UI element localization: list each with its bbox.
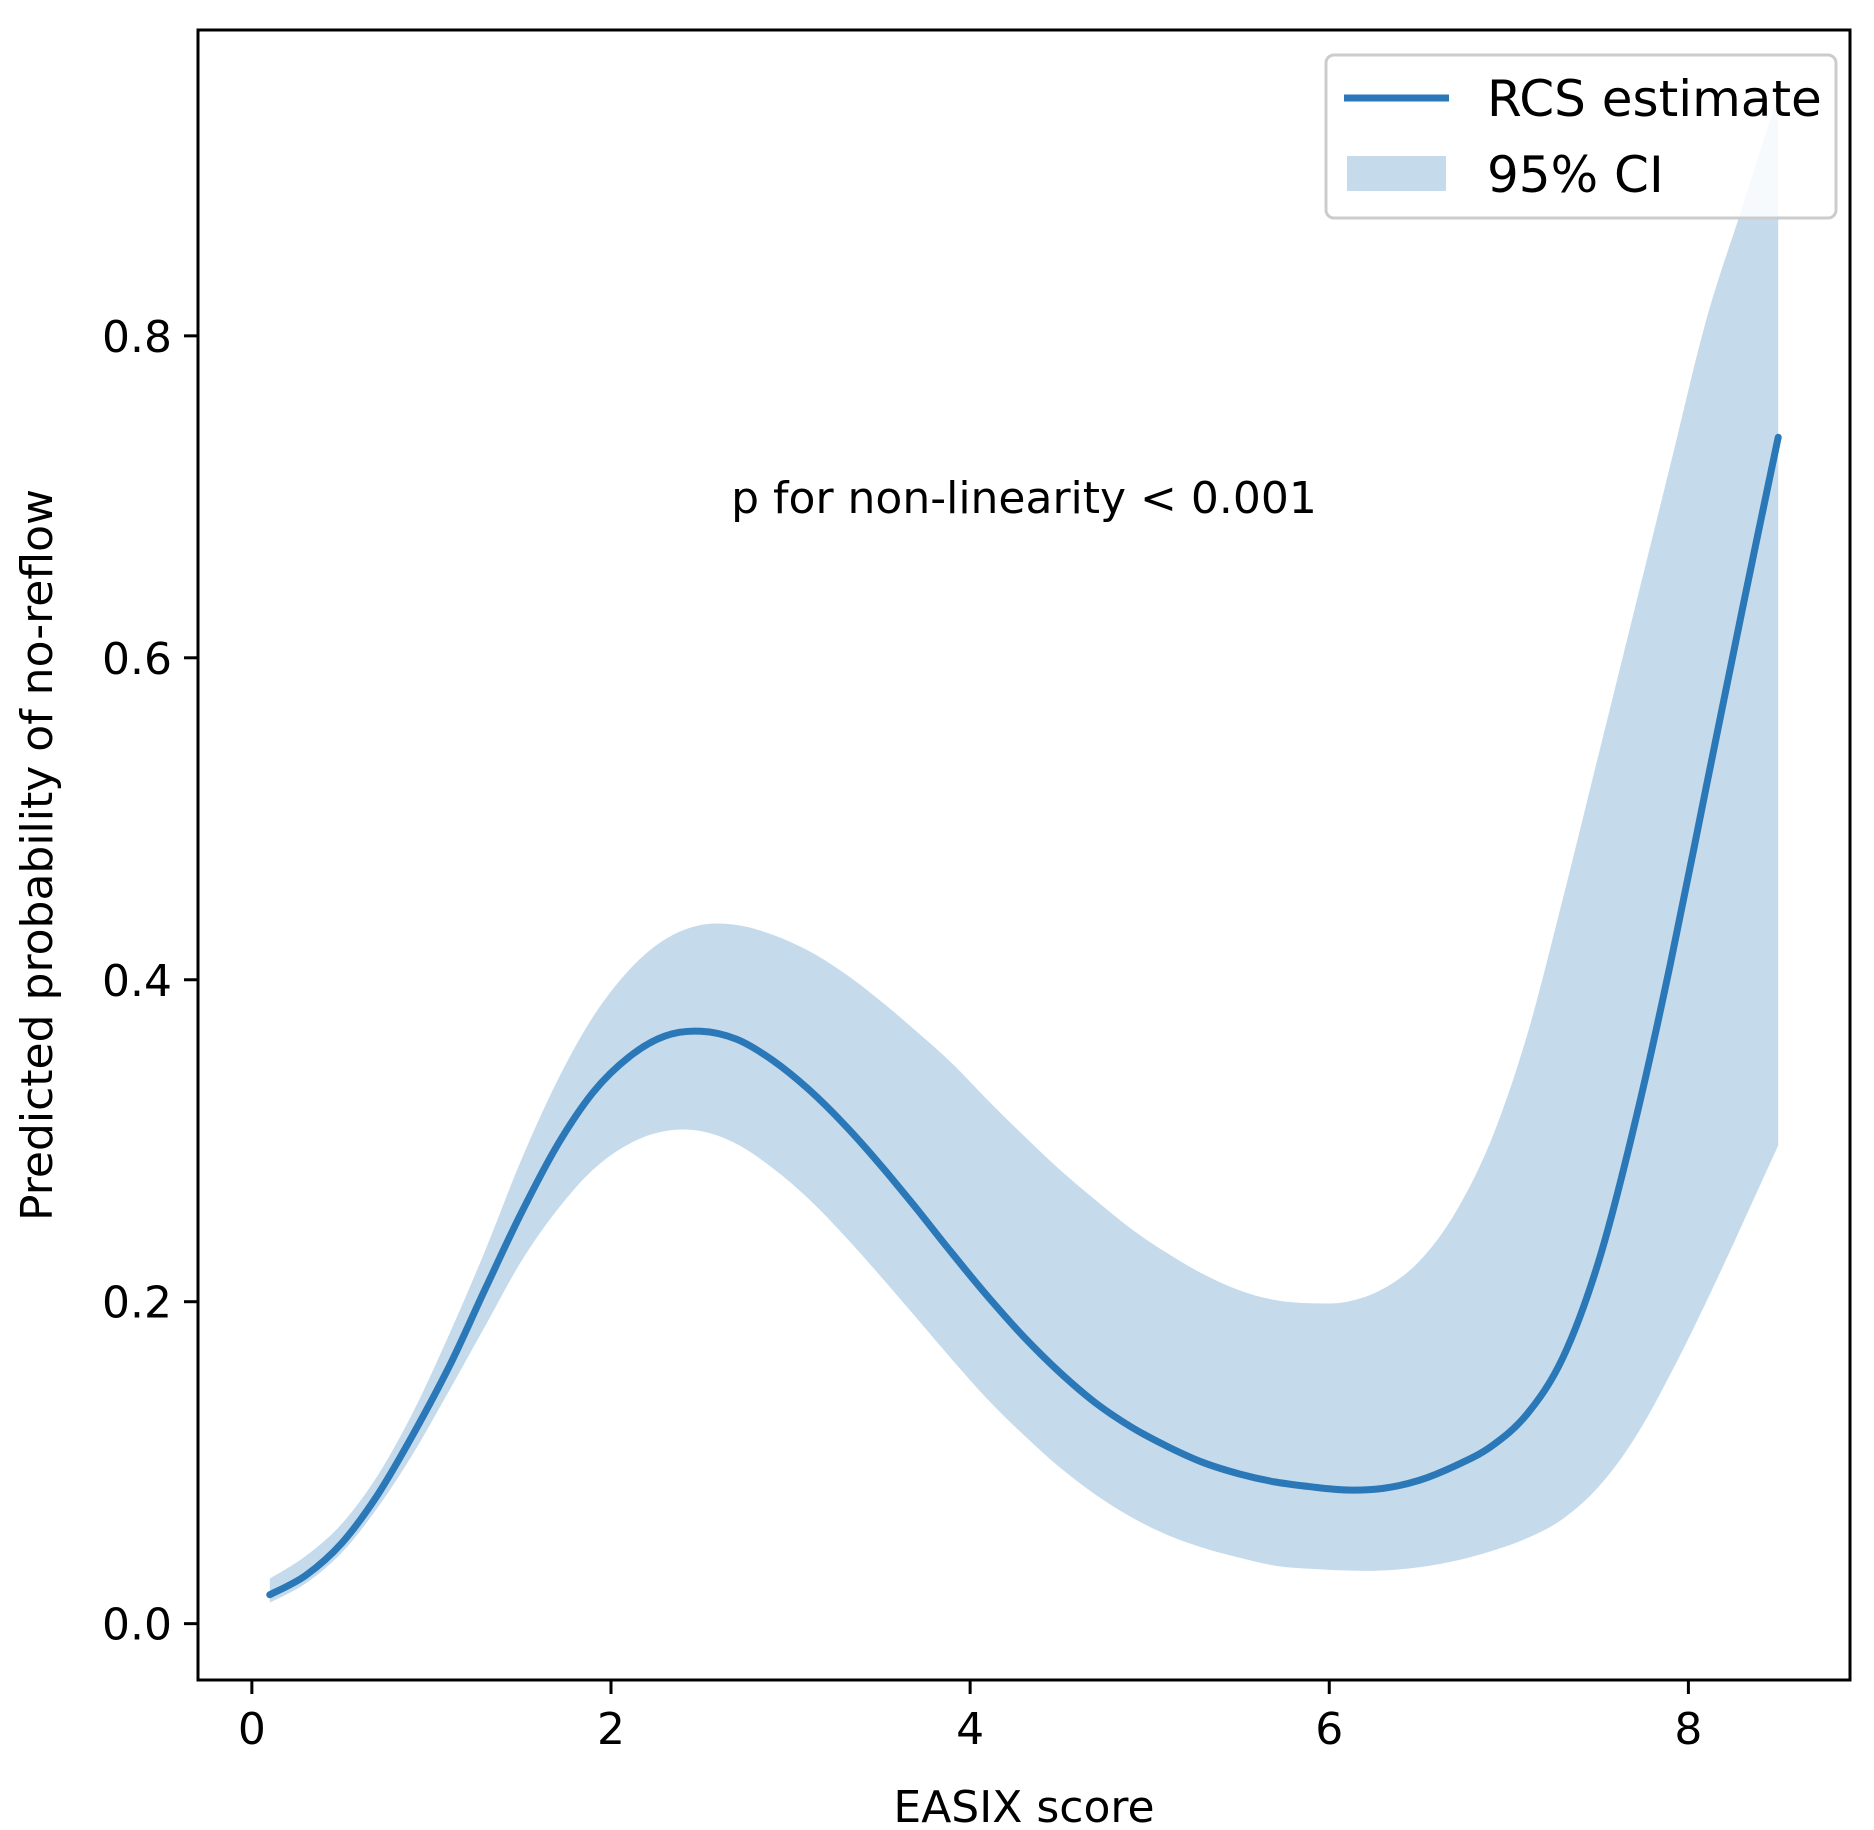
x-axis-label: EASIX score (893, 1782, 1154, 1830)
plot-area (266, 94, 1782, 1603)
legend-box (1324, 53, 1838, 220)
y-axis-label: Predicted probability of no-reflow (12, 489, 63, 1221)
legend-label-ci: 95% CI (1487, 146, 1664, 204)
y-axis: 0.0 0.2 0.4 0.6 0.8 (102, 312, 198, 1651)
y-tick-label: 0.8 (102, 312, 172, 363)
legend-label-rcs: RCS estimate (1487, 70, 1822, 128)
y-tick-label: 0.6 (102, 634, 172, 685)
x-tick-label: 8 (1674, 1704, 1702, 1755)
x-tick-label: 0 (238, 1704, 266, 1755)
y-tick-label: 0.2 (102, 1278, 172, 1329)
x-tick-label: 2 (597, 1704, 625, 1755)
legend-band-swatch (1347, 156, 1446, 191)
x-tick-label: 6 (1315, 1704, 1343, 1755)
ci-band (269, 94, 1779, 1603)
axes-frame (196, 28, 1852, 1682)
x-tick-label: 4 (956, 1704, 984, 1755)
nonlinearity-annotation: p for non-linearity < 0.001 (731, 473, 1317, 524)
rcs-estimate-line (266, 433, 1782, 1599)
legend: RCS estimate 95% CI (1324, 53, 1838, 220)
y-tick-label: 0.4 (102, 956, 172, 1007)
x-axis: 0 2 4 6 8 (238, 1680, 1702, 1755)
y-tick-label: 0.0 (102, 1600, 172, 1651)
